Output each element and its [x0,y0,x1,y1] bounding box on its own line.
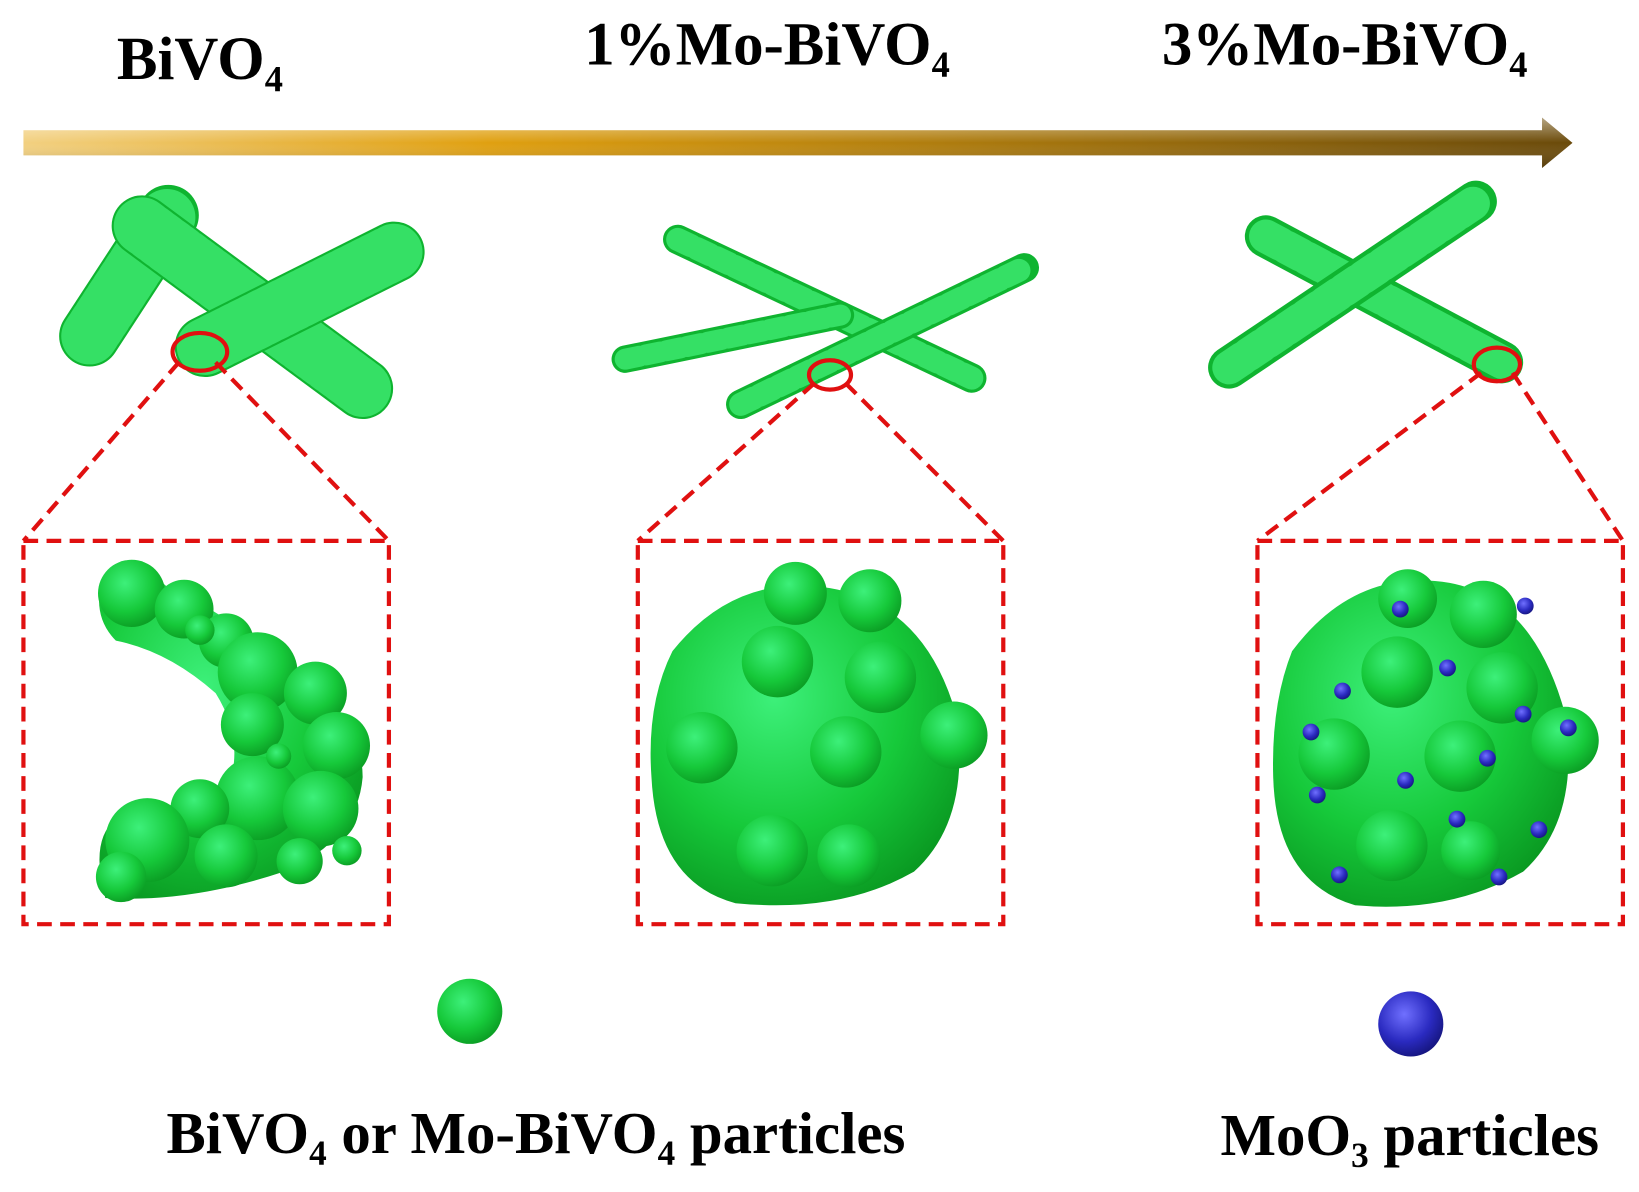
legend-symbol-green [437,978,503,1044]
stage-label: 1%Mo-BiVO₄ [584,11,950,78]
stage-label: BiVO₄ [117,26,283,93]
stage-label: 3%Mo-BiVO₄ [1162,11,1528,78]
particle-1mo [650,561,988,906]
zoom-indicators [21,360,1626,927]
particle-3mo [1273,569,1599,907]
legend-symbol-blue [1378,991,1444,1057]
legend-label: BiVO₄ or Mo-BiVO₄ particles [166,1101,905,1166]
rods-bivo4 [59,184,425,420]
particle-segment-bivo4 [95,559,371,903]
rods-3mo [1208,180,1524,389]
legend-label: MoO₃ particles [1220,1103,1598,1168]
rods-1mo [611,224,1039,420]
progress-arrow [23,117,1573,169]
